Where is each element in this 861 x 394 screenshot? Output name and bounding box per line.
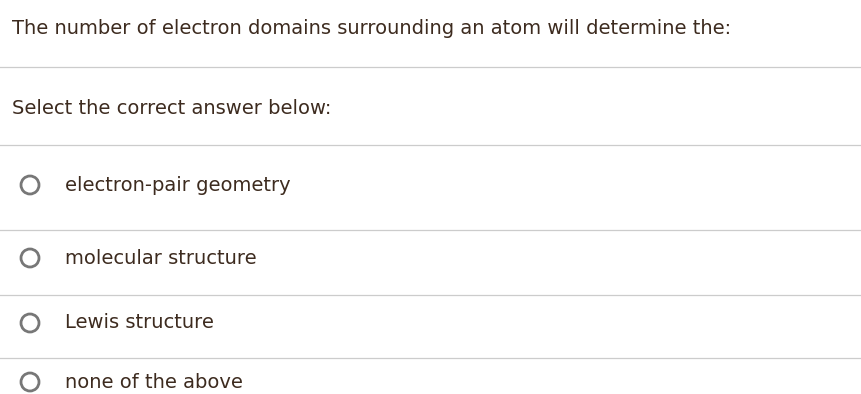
- Text: The number of electron domains surrounding an atom will determine the:: The number of electron domains surroundi…: [12, 19, 730, 37]
- Text: Lewis structure: Lewis structure: [65, 314, 214, 333]
- Text: electron-pair geometry: electron-pair geometry: [65, 175, 290, 195]
- Text: molecular structure: molecular structure: [65, 249, 257, 268]
- Text: none of the above: none of the above: [65, 372, 243, 392]
- Text: Select the correct answer below:: Select the correct answer below:: [12, 98, 331, 117]
